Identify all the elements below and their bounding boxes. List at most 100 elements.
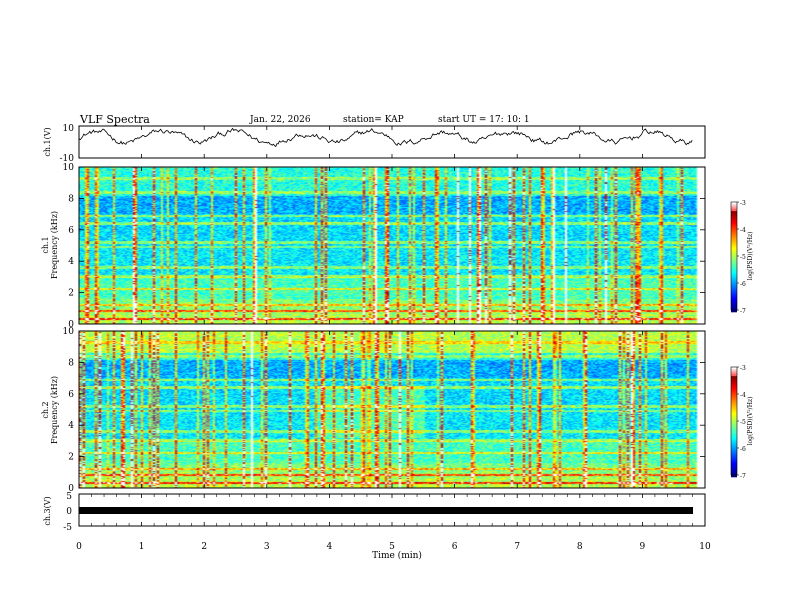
colorbar-tick-label: -7	[740, 308, 746, 315]
colorbar-swatch	[731, 385, 737, 388]
colorbar-swatch	[731, 462, 737, 465]
colorbar-swatch	[731, 431, 737, 434]
colorbar-swatch	[731, 216, 737, 219]
ch1-ylabel: ch.1(V)	[43, 127, 52, 156]
colorbar-swatch	[731, 409, 737, 412]
colorbar-swatch	[731, 381, 737, 384]
colorbar-swatch	[731, 255, 737, 258]
colorbar-swatch	[731, 244, 737, 247]
colorbar-swatch	[731, 416, 737, 419]
colorbar-swatch	[731, 260, 737, 263]
colorbar-swatch	[731, 410, 737, 414]
colorbar-swatch	[731, 295, 737, 298]
colorbar-swatch	[731, 388, 737, 392]
colorbar-swatch	[731, 405, 737, 408]
colorbar-swatch	[731, 220, 737, 223]
colorbar-swatch	[731, 449, 737, 452]
x-axis-label: Time (min)	[372, 550, 422, 561]
colorbar-swatch	[731, 310, 737, 313]
colorbar-swatch	[731, 282, 737, 285]
ch2-spectrogram-ylabel-line1: ch.2	[41, 401, 50, 418]
colorbar-swatch	[731, 374, 737, 377]
y-tick-label: 6	[68, 226, 74, 236]
colorbar-swatch	[731, 211, 737, 214]
figure-title: VLF Spectra	[79, 113, 150, 126]
colorbar-swatch	[731, 277, 737, 280]
ch3-ytick-mid: 0	[66, 507, 72, 517]
y-tick-label: 2	[68, 453, 74, 463]
colorbar-swatch	[731, 236, 737, 240]
x-tick-label: 1	[139, 542, 145, 552]
colorbar-swatch	[731, 209, 737, 212]
ch3-waveform-panel: 5 0 -5 ch.3(V) 0 1 2 3 4 5 6 7 8 9 10 Time (min)	[43, 126, 711, 561]
ch1-waveform-line	[78, 127, 693, 148]
colorbar-swatch	[731, 403, 737, 406]
colorbar-swatch	[731, 225, 737, 229]
y-tick-label: 0	[68, 484, 74, 494]
colorbar-swatch	[731, 258, 737, 262]
colorbar-swatch	[731, 475, 737, 478]
colorbar-swatch	[731, 262, 737, 265]
ch1-spectrogram-image	[79, 167, 705, 324]
colorbar-swatch	[731, 247, 737, 251]
colorbar-tick-label: -5	[740, 419, 746, 426]
ch2-spectrogram-image	[79, 331, 705, 488]
x-tick-label: 6	[452, 542, 458, 552]
colorbar-swatch	[731, 458, 737, 461]
colorbar-swatch	[731, 299, 737, 302]
colorbar-swatch	[731, 203, 737, 207]
colorbar-swatch	[731, 451, 737, 454]
ch3-ytick-bottom: -5	[63, 523, 72, 533]
y-tick-label: 10	[63, 163, 75, 173]
date-label: Jan. 22, 2026	[249, 115, 311, 125]
x-tick-label: 7	[514, 542, 520, 552]
ch2-spectrogram-ylabel-line2: Frequency (kHz)	[50, 376, 59, 444]
colorbar-swatch	[731, 454, 737, 458]
x-tick-label: 8	[577, 542, 583, 552]
ch1-colorbar: -3 -4 -5 -6 -7 log(PSD)(V²/Hz)	[730, 200, 754, 315]
y-tick-label: 10	[63, 327, 75, 337]
colorbar-swatch	[731, 421, 737, 425]
colorbar-swatch	[731, 399, 737, 403]
colorbar-swatch	[731, 304, 737, 307]
y-tick-label: 8	[68, 358, 74, 368]
colorbar-swatch	[731, 266, 737, 269]
colorbar-swatch	[731, 390, 737, 394]
colorbar-swatch	[731, 286, 737, 289]
colorbar-swatch	[731, 202, 737, 205]
colorbar-swatch	[731, 401, 737, 405]
colorbar-tick-label: -3	[740, 200, 746, 207]
colorbar-swatch	[731, 467, 737, 470]
y-tick-label: 2	[68, 289, 74, 299]
x-tick-label: 3	[264, 542, 270, 552]
ch1-spectrogram-ylabel-line2: Frequency (kHz)	[50, 211, 59, 279]
colorbar-swatch	[731, 214, 737, 218]
colorbar-swatch	[731, 465, 737, 469]
colorbar-swatch	[731, 440, 737, 443]
ch3-ytick-top: 5	[66, 492, 72, 502]
y-tick-label: 4	[68, 257, 74, 267]
x-tick-label: 5	[389, 542, 395, 552]
colorbar-swatch	[731, 370, 737, 373]
colorbar-label: log(PSD)(V²/Hz)	[747, 397, 754, 446]
colorbar-swatch	[731, 383, 737, 386]
colorbar-swatch	[731, 377, 737, 381]
colorbar-swatch	[731, 231, 737, 234]
colorbar-swatch	[731, 218, 737, 221]
colorbar-swatch	[731, 434, 737, 438]
colorbar-swatch	[731, 245, 737, 249]
colorbar-swatch	[731, 471, 737, 474]
colorbar-tick-label: -5	[740, 254, 746, 261]
colorbar-swatch	[731, 456, 737, 459]
colorbar-swatch	[731, 392, 737, 395]
colorbar-swatch	[731, 423, 737, 427]
colorbar-swatch	[731, 469, 737, 472]
colorbar-swatch	[731, 234, 737, 238]
ch3-waveform-band	[79, 507, 693, 514]
colorbar-swatch	[731, 275, 737, 278]
colorbar-swatch	[731, 407, 737, 410]
colorbar-swatch	[731, 432, 737, 436]
ch1-spectrogram-ylabel-line1: ch.1	[41, 236, 50, 253]
colorbar-swatch	[731, 308, 737, 311]
x-tick-label: 4	[327, 542, 333, 552]
